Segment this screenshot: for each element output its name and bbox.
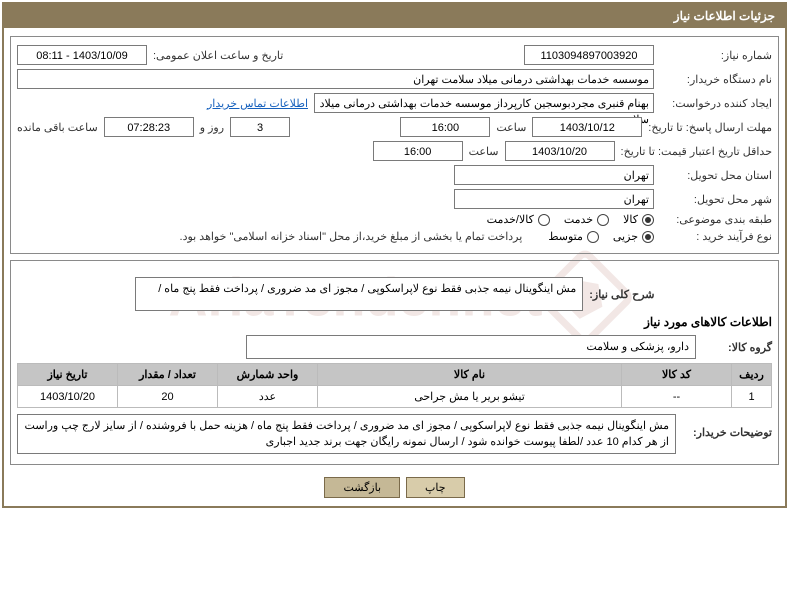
- purchase-radio-group: جزیی متوسط: [548, 230, 654, 243]
- radio-partial[interactable]: جزیی: [613, 230, 654, 243]
- remain-suffix: ساعت باقی مانده: [17, 121, 98, 134]
- validity-date-field: 1403/10/20: [505, 141, 615, 161]
- deadline-date-field: 1403/10/12: [532, 117, 642, 137]
- panel-title: جزئیات اطلاعات نیاز: [4, 4, 785, 28]
- info-block: شماره نیاز: 1103094897003920 تاریخ و ساع…: [10, 36, 779, 254]
- classify-label: طبقه بندی موضوعی:: [660, 213, 772, 226]
- province-field: تهران: [454, 165, 654, 185]
- th-qty: تعداد / مقدار: [118, 364, 218, 386]
- city-field: تهران: [454, 189, 654, 209]
- th-name: نام کالا: [318, 364, 622, 386]
- td-index: 1: [732, 386, 772, 408]
- main-panel: جزئیات اطلاعات نیاز شماره نیاز: 11030948…: [2, 2, 787, 508]
- purchase-type-label: نوع فرآیند خرید :: [660, 230, 772, 243]
- radio-icon: [642, 214, 654, 226]
- requester-field: بهنام قنبری مجردبوسجین کارپرداز موسسه خد…: [314, 93, 654, 113]
- radio-both[interactable]: کالا/خدمت: [487, 213, 550, 226]
- detail-block: شرح کلی نیاز: مش اینگوینال نیمه جذبی فقط…: [10, 260, 779, 465]
- radio-icon: [538, 214, 550, 226]
- radio-icon: [597, 214, 609, 226]
- radio-service[interactable]: خدمت: [564, 213, 609, 226]
- th-date: تاریخ نیاز: [18, 364, 118, 386]
- need-no-field: 1103094897003920: [524, 45, 654, 65]
- th-code: کد کالا: [622, 364, 732, 386]
- summary-title-label: شرح کلی نیاز:: [589, 288, 654, 301]
- remain-days-field: 3: [230, 117, 290, 137]
- goods-table: ردیف کد کالا نام کالا واحد شمارش تعداد /…: [17, 363, 772, 408]
- deadline-time-field: 16:00: [400, 117, 490, 137]
- goods-section-title: اطلاعات کالاهای مورد نیاز: [17, 315, 772, 329]
- requester-label: ایجاد کننده درخواست:: [660, 97, 772, 110]
- radio-icon: [642, 231, 654, 243]
- buyer-note-field: مش اینگوینال نیمه جذبی فقط نوع لاپراسکوپ…: [17, 414, 676, 454]
- summary-title-field: مش اینگوینال نیمه جذبی فقط نوع لاپراسکوپ…: [135, 277, 584, 311]
- need-no-label: شماره نیاز:: [660, 49, 772, 62]
- time-label-1: ساعت: [496, 121, 526, 134]
- td-date: 1403/10/20: [18, 386, 118, 408]
- group-field: دارو، پزشکی و سلامت: [246, 335, 696, 359]
- announce-label: تاریخ و ساعت اعلان عمومی:: [153, 49, 283, 62]
- td-unit: عدد: [218, 386, 318, 408]
- td-name: تیشو بریر یا مش جراحی: [318, 386, 622, 408]
- buyer-contact-link[interactable]: اطلاعات تماس خریدار: [207, 97, 308, 110]
- radio-icon: [587, 231, 599, 243]
- table-row: 1 -- تیشو بریر یا مش جراحی عدد 20 1403/1…: [18, 386, 772, 408]
- classify-radio-group: کالا خدمت کالا/خدمت: [487, 213, 654, 226]
- radio-goods[interactable]: کالا: [623, 213, 654, 226]
- radio-medium[interactable]: متوسط: [548, 230, 599, 243]
- validity-time-field: 16:00: [373, 141, 463, 161]
- buyer-note-label: توضیحات خریدار:: [682, 414, 772, 439]
- button-bar: چاپ بازگشت: [10, 471, 779, 500]
- group-label: گروه کالا:: [702, 341, 772, 354]
- th-index: ردیف: [732, 364, 772, 386]
- announce-field: 1403/10/09 - 08:11: [17, 45, 147, 65]
- td-code: --: [622, 386, 732, 408]
- province-label: استان محل تحویل:: [660, 169, 772, 182]
- buyer-org-label: نام دستگاه خریدار:: [660, 73, 772, 86]
- city-label: شهر محل تحویل:: [660, 193, 772, 206]
- remain-time-field: 07:28:23: [104, 117, 194, 137]
- td-qty: 20: [118, 386, 218, 408]
- table-header-row: ردیف کد کالا نام کالا واحد شمارش تعداد /…: [18, 364, 772, 386]
- th-unit: واحد شمارش: [218, 364, 318, 386]
- day-and-label: روز و: [200, 121, 224, 134]
- purchase-note: پرداخت تمام یا بخشی از مبلغ خرید،از محل …: [180, 230, 523, 243]
- time-label-2: ساعت: [469, 145, 499, 158]
- buyer-org-field: موسسه خدمات بهداشتی درمانی میلاد سلامت ت…: [17, 69, 654, 89]
- back-button[interactable]: بازگشت: [324, 477, 400, 498]
- validity-label: حداقل تاریخ اعتبار قیمت: تا تاریخ:: [621, 145, 772, 158]
- deadline-label: مهلت ارسال پاسخ: تا تاریخ:: [648, 121, 772, 134]
- print-button[interactable]: چاپ: [406, 477, 465, 498]
